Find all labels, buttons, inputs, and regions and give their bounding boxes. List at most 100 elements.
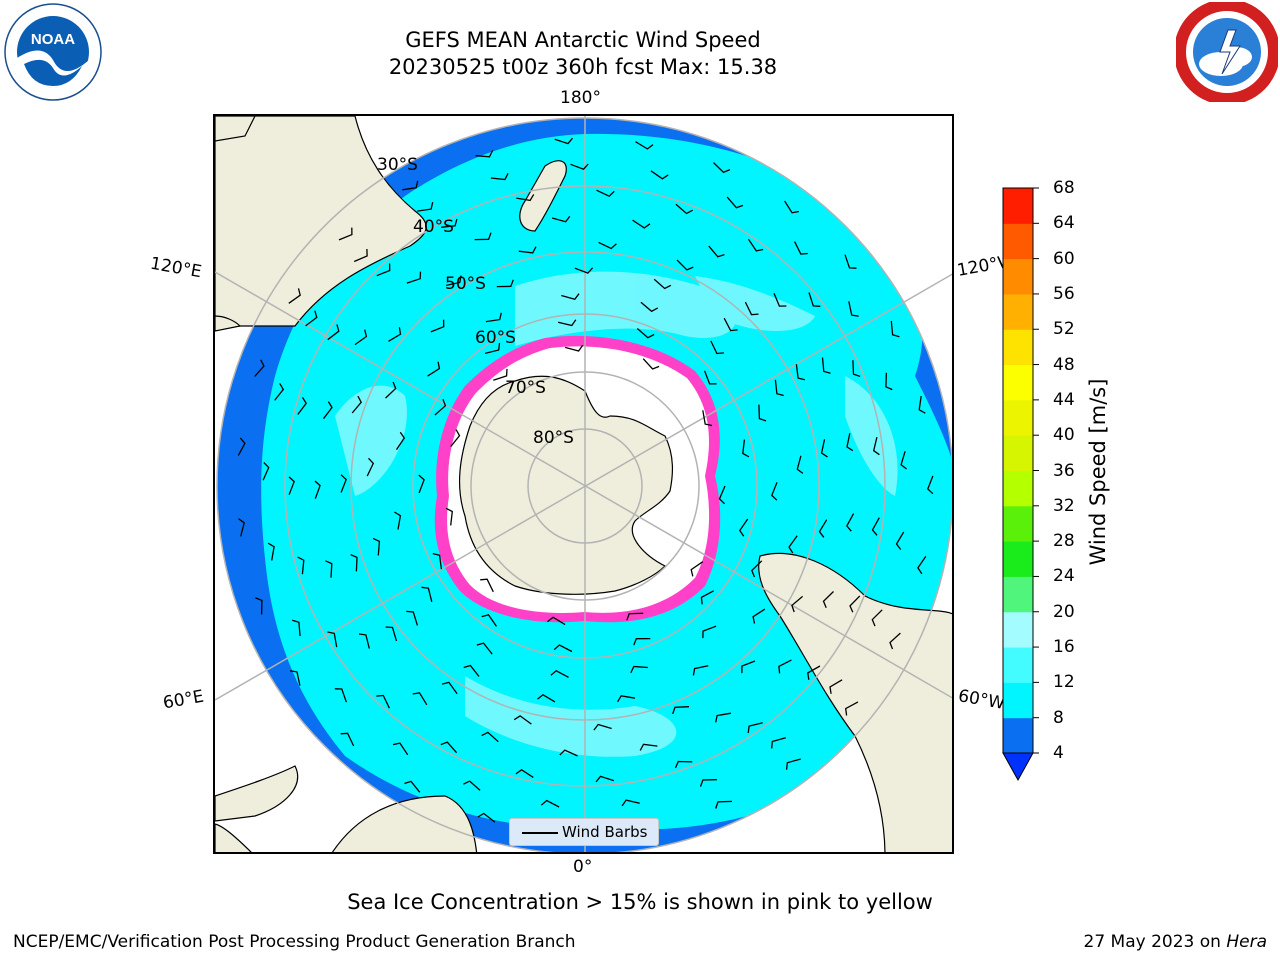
lat-label-60s: 60°S [475,328,516,348]
wind-barb [327,324,340,341]
wind-barb [844,701,859,716]
wind-barb [288,476,295,495]
colorbar-segment [1003,647,1033,683]
wind-barb [632,219,651,229]
wind-barb [262,462,270,481]
wind-barb [846,433,854,452]
wind-barb [570,163,589,170]
wind-barb [292,619,301,637]
lon-label-60w: 60°W [956,686,1007,714]
wind-barb [354,329,368,346]
colorbar-tick-label: 32 [1053,495,1075,516]
wind-barb [710,340,724,355]
colorbar-tick-label: 12 [1053,672,1075,693]
lat-label-70s: 70°S [505,378,546,398]
wind-barb [703,370,717,385]
wind-barb [871,609,883,627]
wind-barb [726,196,744,209]
wind-barb [621,799,640,807]
colorbar-segment [1003,188,1033,224]
colorbar-segment [1003,470,1033,507]
wind-barb [820,439,828,458]
wind-barb [477,812,496,823]
wind-barb [617,695,636,703]
wind-barb [463,664,480,677]
wind-barb [639,743,658,751]
wind-barb [852,360,861,378]
wind-barb [559,749,578,757]
wind-barb [513,715,532,725]
wind-barb [751,560,763,578]
wind-barb [690,561,704,577]
wind-barb [334,688,348,703]
wind-barb [366,457,375,477]
footer-branch: NCEP/EMC/Verification Post Processing Pr… [13,932,576,952]
wind-barb [598,241,617,250]
wind-barb [872,436,880,456]
wind-barb [372,537,381,556]
wind-barb [394,511,402,530]
wind-barb [376,694,390,709]
wind-barb [885,372,893,391]
wind-barb [515,769,534,778]
wind-barb [421,586,433,602]
wind-barb [596,189,615,197]
wind-barb [418,474,425,494]
wind-barb [441,218,458,228]
footer-date: 27 May 2023 on Hera [1084,932,1268,952]
colorbar-segment [1003,364,1033,401]
wind-barb [340,732,355,747]
wind-barb [440,741,458,754]
wind-barb [392,742,409,756]
wind-barb [633,637,651,646]
wind-barb [551,215,571,223]
wind-barb [493,368,508,381]
wind-barb [463,780,481,791]
wind-barb [350,554,358,572]
map-subtitle: 20230525 t00z 360h fcst Max: 15.38 [388,55,778,79]
lon-label-120e: 120°E [148,253,204,283]
wind-barb [715,712,732,723]
wind-barb [794,241,808,255]
wind-barb [829,679,843,694]
wind-barb [796,455,804,474]
wind-barb [640,301,659,313]
wind-barb [848,301,859,317]
lon-label-180: 180° [560,88,601,108]
noaa-logo-text: NOAA [31,31,75,48]
wind-barb [741,660,756,674]
wind-barb [516,194,535,202]
wind-barb [376,263,391,277]
wind-barb [642,358,660,370]
wind-barb [791,595,804,613]
colorbar-tick-label: 8 [1053,707,1064,728]
wind-barb [485,312,502,323]
wind-barb [430,319,445,333]
wind-barb [434,398,447,416]
wind-barb [327,631,338,648]
colorbar-segment [1003,576,1033,613]
wind-barb [788,535,798,554]
wind-barb [574,267,594,274]
wind-barb [744,301,759,316]
wind-barb [537,694,556,703]
colorbar-tick-label: 44 [1053,389,1075,410]
wind-barb [773,292,787,307]
ocean-high-wind-patches [335,271,898,757]
wind-speed-colorbar [1002,187,1039,782]
wind-barb [554,137,573,145]
wind-barb [699,779,717,787]
wind-barb [267,542,275,561]
colorbar-tick-label: 24 [1053,566,1075,587]
colorbar-segment [1003,611,1033,648]
wind-barb [653,278,672,290]
wind-barb [771,737,786,749]
wind-barb [708,245,725,258]
wind-barb [305,310,318,327]
wind-barb [314,480,321,499]
wind-barb [917,556,927,575]
wind-barb [496,279,514,288]
wind-barb [807,665,821,680]
wind-barb [718,485,726,505]
wind-barb [846,513,855,532]
